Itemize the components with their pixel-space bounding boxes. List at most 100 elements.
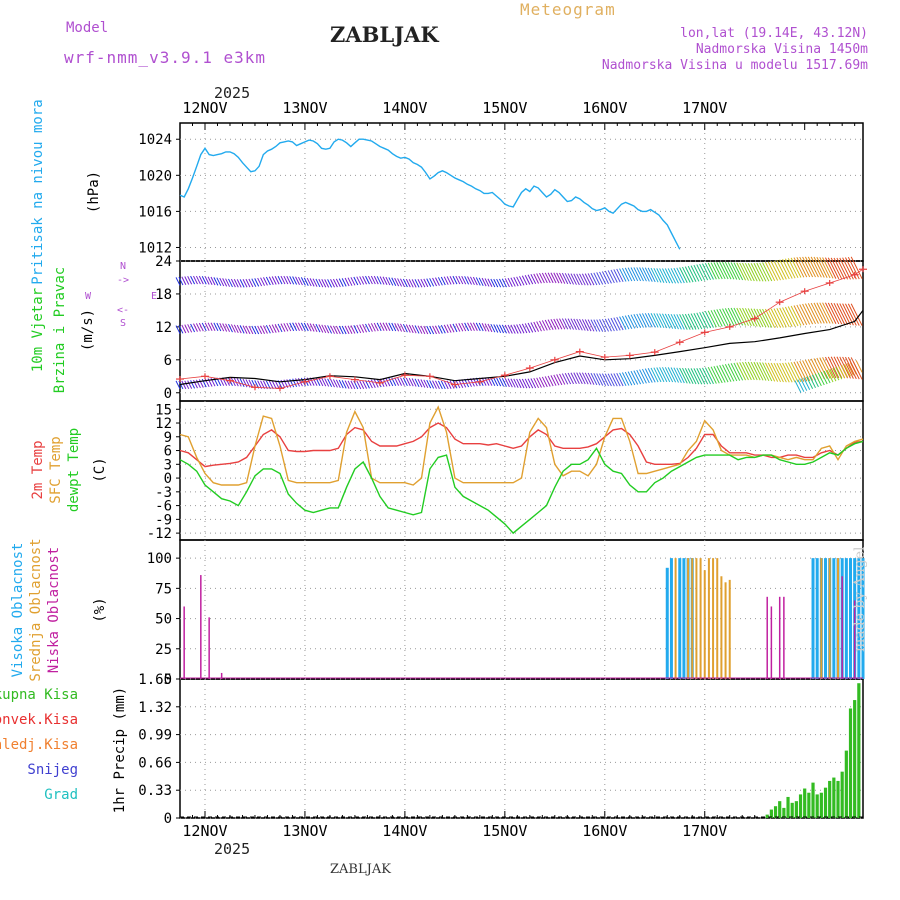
precip-bar [844,750,848,818]
wind-barb [819,302,831,324]
cloud-bar-0 [849,558,853,679]
wind-barb [408,279,414,288]
wind-barb [478,277,484,287]
cloud-frame [179,539,864,680]
wind-barb [636,267,644,282]
wind-barb [461,322,467,332]
wind-barb [784,362,796,383]
wind-barb [822,302,834,324]
wind-barb [553,318,560,330]
wind-barb [662,268,671,284]
wind-barb [230,324,236,333]
wind-barb [855,360,863,373]
wind-barb [397,323,403,332]
pressure-ytick-label: 1016 [138,204,172,220]
wind-barb [195,379,201,389]
temperature-ytick-label: 0 [164,471,172,487]
wind-barb [756,362,767,381]
precip-bar [815,794,819,818]
cloud-bar-0 [832,558,836,679]
wind-barb [207,322,213,331]
wind-barb [584,372,592,385]
wind-barb [242,325,248,334]
wind-barb [816,357,828,379]
wind-barb [664,268,674,284]
wind-barb [713,262,723,280]
meteogram-title: Meteogram [520,0,616,19]
wind-barb [739,262,749,281]
wind-barb [373,275,379,285]
wind-barb [318,377,324,387]
precip-bar [778,801,782,818]
wind-barb [793,257,805,278]
wind-barb [376,276,382,285]
wind-barb [590,272,598,286]
wind-barb [335,379,341,389]
wind-barb [400,278,405,287]
wind-barb [802,256,814,278]
cloud-ylabel-1: Srednja Oblacnost [28,538,44,681]
wind-barb [530,274,537,285]
wind-barb [619,372,627,387]
wind-barb [722,364,732,382]
wind-barb [799,256,811,278]
wind-barb [420,278,426,288]
wind-barb [490,323,496,333]
wind-barb [341,278,347,287]
wind-barb [481,377,487,386]
wind-barb [733,307,744,326]
wind-barb [830,302,843,325]
wind-barb [553,272,560,284]
wind-barb [641,267,650,282]
wind-barb [469,322,475,331]
wind-barb [753,308,764,328]
wind-barb [432,380,437,389]
wind-barb [402,278,408,288]
wind-barb [510,378,516,388]
wind-barb [362,276,368,285]
wind-barb [596,319,604,332]
wind-barb [338,325,344,335]
day-label-bottom: 14NOV [382,822,427,840]
wind-barb [724,308,735,326]
wind-barb [481,323,487,332]
wind-barb [487,377,493,386]
wind-barb [216,277,222,286]
wind-barb [527,322,534,333]
wind-barb [702,263,712,281]
cloud-ytick-label: 75 [155,581,172,597]
wind-barb [790,257,802,278]
wind-barb [799,304,811,325]
wind-barb [499,324,505,334]
wind-barb [619,316,627,330]
precip-legend-4: Grad [44,787,78,803]
wind-barb [630,370,639,385]
wind-barb [667,313,677,330]
wind-barb [593,319,601,332]
precip-bar [782,807,786,818]
precip-legend-3: Snijeg [27,762,78,778]
day-label-bottom: 16NOV [582,822,627,840]
wind-barb [846,363,854,376]
wind-barb [639,313,647,328]
wind-barb [356,276,362,285]
wind-barb [519,323,525,334]
wind-barb [756,308,767,328]
wind-barb [417,279,423,288]
wind-barb [367,275,373,285]
wind-barb [519,378,525,389]
wind-barb [341,380,347,389]
precip-bar [823,787,828,818]
wind-barb [388,277,394,286]
wind-barb [559,373,566,385]
wind-barb [446,324,452,333]
precip-legend-1: Konvek.Kisa [0,712,78,728]
wind-barb [713,366,723,384]
cloud-bar-2 [220,672,223,679]
wind-barb [722,261,732,280]
wind-barb [344,380,350,389]
wind-barb [423,379,429,389]
wind-barb [423,325,429,335]
wind-barb [690,368,700,385]
cloud-bar-1 [728,579,731,679]
